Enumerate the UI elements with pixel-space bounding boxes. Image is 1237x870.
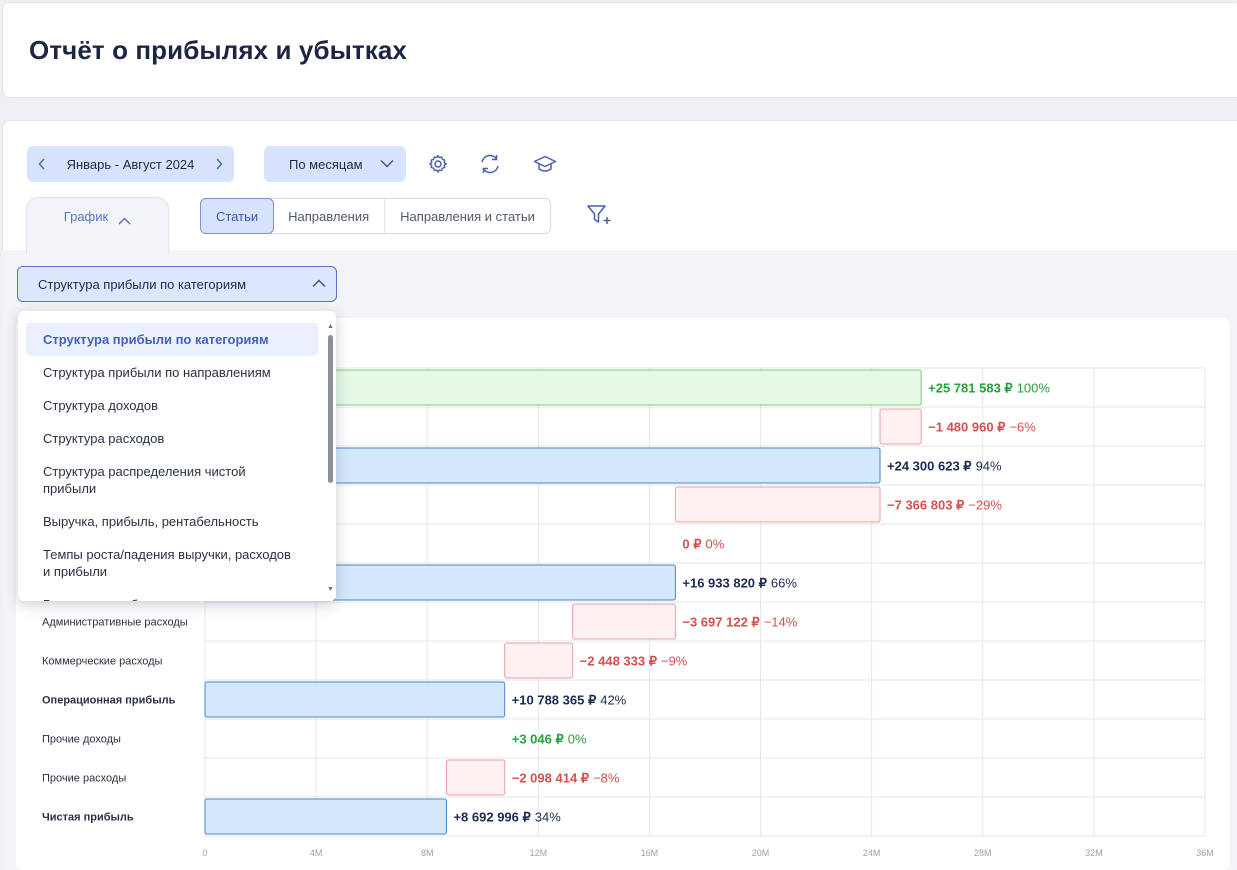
chart-type-label: Структура прибыли по категориям [38,276,247,292]
x-tick-label: 36M [1196,848,1214,858]
data-label-value: +10 788 365 ₽ [512,693,597,708]
data-label: −7 366 803 ₽ −29% [887,498,1002,513]
grouping-label: По месяцам [289,156,363,172]
filter-plus-icon[interactable] [586,203,614,227]
data-label-value: 0 ₽ [682,537,702,552]
bar [879,408,922,445]
scroll-up-icon[interactable]: ▲ [327,323,334,330]
data-label: −3 697 122 ₽ −14% [682,615,797,630]
category-label: Чистая прибыль [42,812,134,824]
data-label: +16 933 820 ₽ 66% [682,576,797,591]
chart-type-select[interactable]: Структура прибыли по категориям [17,266,337,302]
data-label-percent: 94% [976,459,1002,474]
segment-articles[interactable]: Статьи [200,198,275,234]
data-label: +25 781 583 ₽ 100% [928,381,1050,396]
waterfall-chart: 0 4M 8M 12M 16M 20M 24M 28M 32M 36M +25 781 583 ₽ 1… [42,367,1214,858]
bar [674,486,881,523]
bar [572,603,676,640]
page-title: Отчёт о прибылях и убытках [29,35,407,65]
dropdown-item[interactable]: Структура расходов [43,431,165,446]
period-label[interactable]: Январь - Август 2024 [66,156,195,172]
data-label: +24 300 623 ₽ 94% [887,459,1002,474]
data-label: −2 448 333 ₽ −9% [580,654,688,669]
x-tick-label: 28M [974,848,992,858]
segment-directions-and-articles[interactable]: Направления и статьи [400,208,535,224]
scroll-down-icon[interactable]: ▼ [327,586,334,593]
data-label-value: +24 300 623 ₽ [887,459,972,474]
dropdown-scrollbar[interactable]: ▲ ▼ [327,323,334,593]
category-label: Прочие расходы [42,773,126,785]
tab-chart[interactable]: График [26,197,169,253]
category-label: Коммерческие расходы [42,656,163,668]
view-segmented-control: Статьи Направления Направления и статьи [200,198,551,234]
data-label-percent: −8% [593,771,620,786]
period-picker: Январь - Август 2024 [27,146,234,182]
x-tick-label: 16M [641,848,659,858]
chevron-right-icon[interactable] [212,154,226,174]
data-label-value: −2 448 333 ₽ [580,654,658,669]
x-tick-label: 20M [752,848,770,858]
dropdown-item[interactable]: Структура прибыли по категориям [26,323,318,356]
dropdown-item[interactable]: Структура доходов [43,398,158,413]
scrollbar-thumb[interactable] [328,335,333,483]
tab-chart-label: График [63,209,109,224]
data-label: −2 098 414 ₽ −8% [512,771,620,786]
data-label-percent: 100% [1017,381,1051,396]
data-label-percent: 66% [771,576,797,591]
data-label-percent: −6% [1009,420,1036,435]
chevron-left-icon[interactable] [35,154,49,174]
header-card: Отчёт о прибылях и убытках [2,2,1237,98]
dropdown-item[interactable]: Темпы роста/падения выручки, расходов и … [43,547,291,579]
refresh-icon[interactable] [478,152,502,176]
data-label: +3 046 ₽0% [512,732,587,747]
bar [204,798,447,835]
data-label-value: +25 781 583 ₽ [928,381,1013,396]
data-label-value: −2 098 414 ₽ [512,771,590,786]
chevron-down-icon [380,155,394,173]
data-label-percent: 0% [706,537,725,552]
bar [504,642,574,679]
grouping-select[interactable]: По месяцам [264,146,406,182]
x-tick-label: 0 [202,848,207,858]
data-label-percent: −14% [764,615,798,630]
x-tick-label: 4M [310,848,323,858]
x-tick-label: 24M [863,848,881,858]
data-label-value: −7 366 803 ₽ [887,498,965,513]
data-label-value: +8 692 996 ₽ [453,810,531,825]
x-tick-label: 8M [421,848,434,858]
data-label-percent: 34% [535,810,561,825]
data-label: 0 ₽ 0% [682,537,724,552]
gear-icon[interactable] [426,152,450,176]
x-tick-label: 12M [530,848,548,858]
data-label: −1 480 960 ₽ −6% [928,420,1036,435]
dropdown-list: Структура прибыли по категориям Структура… [26,323,318,601]
chevron-up-icon [118,209,131,230]
data-label-value: +3 046 ₽ [512,732,565,747]
chevron-up-icon [312,275,326,293]
x-tick-label: 32M [1085,848,1103,858]
data-label: +8 692 996 ₽ 34% [453,810,561,825]
category-label: Операционная прибыль [42,695,176,707]
data-label-percent: 42% [600,693,626,708]
dropdown-item[interactable]: Выручка, прибыль, рентабельность [43,514,259,529]
data-label-percent: −9% [661,654,688,669]
dropdown-item[interactable]: Выручка и прибыль на сотрудника [26,588,318,601]
bar [204,681,506,718]
segment-directions[interactable]: Направления [273,199,386,233]
graduation-cap-icon[interactable] [533,152,557,176]
data-label-percent: −29% [968,498,1002,513]
category-label: Прочие доходы [42,734,121,746]
data-label-percent: 0% [568,732,587,747]
data-label: +10 788 365 ₽42% [512,693,627,708]
data-label-value: +16 933 820 ₽ [682,576,767,591]
dropdown-item[interactable]: Структура прибыли по направлениям [43,365,271,380]
bar [445,759,506,796]
data-label-value: −3 697 122 ₽ [682,615,760,630]
dropdown-item[interactable]: Структура распределения чистой прибыли [43,464,246,496]
data-label-value: −1 480 960 ₽ [928,420,1006,435]
chart-type-dropdown: Структура прибыли по категориям Структура… [18,311,336,601]
category-label: Административные расходы [42,617,188,629]
